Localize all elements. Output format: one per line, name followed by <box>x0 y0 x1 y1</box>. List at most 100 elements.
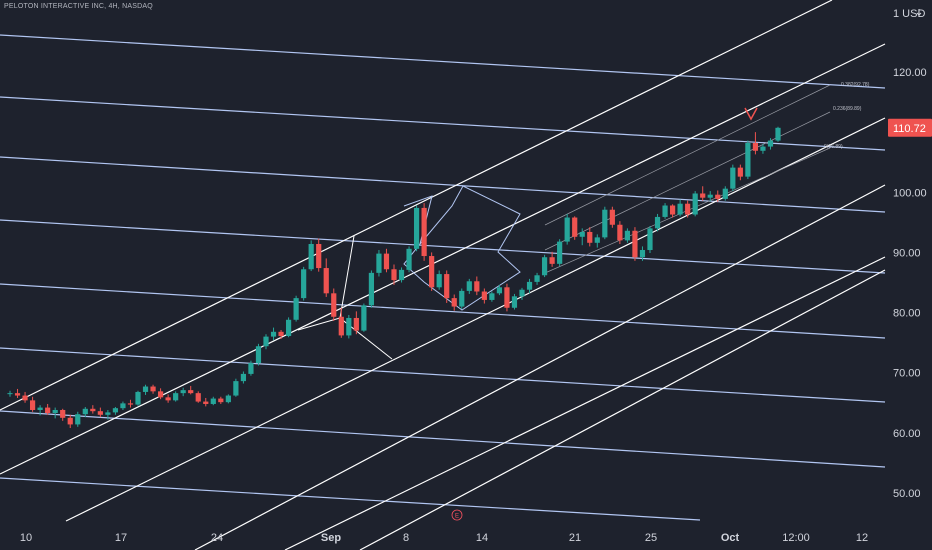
candle-body <box>662 205 668 217</box>
candle <box>647 225 653 254</box>
candle <box>316 238 322 272</box>
candle-body <box>685 203 691 215</box>
candle-body <box>60 409 66 418</box>
candle-body <box>14 393 21 396</box>
candle-body <box>760 146 766 151</box>
candle-body <box>45 407 51 413</box>
candle <box>436 270 442 290</box>
candle <box>376 250 382 277</box>
candle <box>248 360 254 376</box>
candle <box>14 388 21 398</box>
x-tick-label: Oct <box>721 532 740 544</box>
event-marker-label: E <box>455 514 459 520</box>
symbol-title: PELOTON INTERACTIVE INC, 4h, NASDAQ <box>4 3 153 10</box>
candle <box>278 330 284 340</box>
time-axis[interactable]: 10 17 24 Sep 8 14 21 25 Oct 12:00 12 <box>20 532 868 544</box>
candle <box>662 203 668 219</box>
candle-body <box>767 140 774 147</box>
candle-body <box>564 217 570 242</box>
candle <box>270 327 277 341</box>
candle-body <box>112 408 119 413</box>
candle <box>444 270 450 303</box>
event-marker <box>451 509 463 521</box>
candle-body <box>75 414 81 425</box>
candle <box>639 246 646 261</box>
candle <box>165 394 171 403</box>
candle <box>22 391 28 403</box>
candle <box>722 186 728 201</box>
candle <box>745 140 751 180</box>
candle <box>775 126 781 142</box>
candle <box>707 191 713 202</box>
candle-body <box>398 269 405 281</box>
fib-line-2 <box>544 111 831 251</box>
candle <box>579 228 585 246</box>
candle-body <box>67 417 73 425</box>
candle-body <box>692 193 698 215</box>
candle-body <box>240 373 247 382</box>
candle <box>413 205 420 252</box>
candle-body <box>278 331 284 337</box>
x-tick-label: 17 <box>115 532 127 544</box>
candle <box>127 399 134 408</box>
candle-body <box>173 393 179 401</box>
candle-body <box>323 268 329 294</box>
candle <box>594 234 600 248</box>
candle <box>496 284 503 296</box>
channel-line-2 <box>0 43 886 475</box>
candle-body <box>526 281 533 290</box>
x-tick-label: 24 <box>211 532 223 544</box>
candle-body <box>421 207 427 257</box>
candle <box>293 295 299 322</box>
x-tick-label: 10 <box>20 532 32 544</box>
candle-body <box>188 390 194 394</box>
candle <box>157 388 164 400</box>
parallel-line-8 <box>0 477 701 521</box>
candle <box>602 206 608 240</box>
candle <box>255 343 262 366</box>
pattern-outline <box>297 235 393 360</box>
candle-body <box>157 391 164 398</box>
candle <box>105 409 111 420</box>
candle-body <box>639 250 646 258</box>
candle <box>203 397 209 407</box>
candle-body <box>316 244 322 269</box>
candle <box>752 132 759 155</box>
candle <box>459 288 465 309</box>
candle-body <box>444 274 450 299</box>
candle-body <box>632 230 638 258</box>
candle <box>233 378 239 397</box>
candle-body <box>700 193 706 198</box>
candle <box>406 246 412 273</box>
candle <box>609 206 615 228</box>
last-price-label: 110.72 <box>893 123 926 135</box>
candle-body <box>647 228 653 251</box>
candle-body <box>210 398 216 404</box>
candle-body <box>451 298 457 307</box>
x-tick-label: 8 <box>403 532 409 544</box>
candle-body <box>654 216 661 229</box>
x-tick-label: Sep <box>321 532 341 544</box>
candle-body <box>346 317 352 336</box>
candle-body <box>677 203 683 215</box>
candle-body <box>52 409 58 413</box>
candle-body <box>7 393 13 395</box>
candle <box>398 267 405 283</box>
candle-body <box>594 237 600 243</box>
candle-body <box>376 253 382 273</box>
candle <box>90 405 96 414</box>
candle-body <box>391 269 397 281</box>
parallel-line-2 <box>0 96 886 151</box>
drawing-lines <box>0 0 886 550</box>
candle-body <box>127 403 134 405</box>
candle <box>429 252 435 291</box>
candle-body <box>519 289 525 297</box>
candle <box>285 317 292 338</box>
last-price-box <box>888 118 932 137</box>
candle <box>557 239 563 267</box>
candle-body <box>263 336 269 347</box>
candle <box>240 371 247 384</box>
candle-body <box>715 194 721 199</box>
